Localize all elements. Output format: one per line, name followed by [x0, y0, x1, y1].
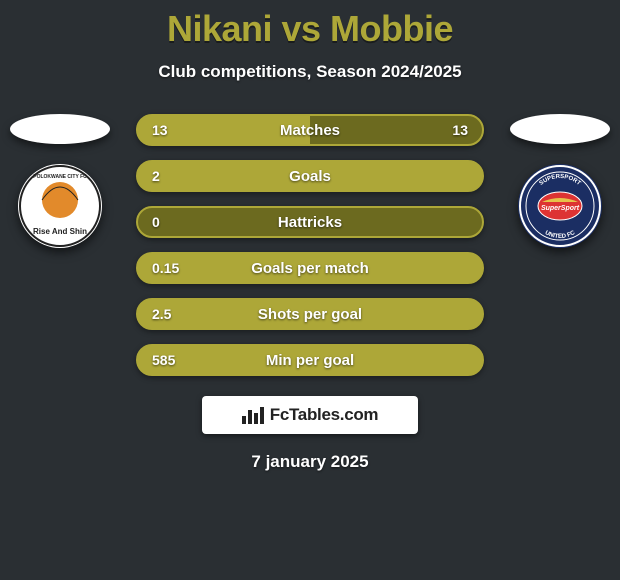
player-left: Rise And Shin POLOKWANE CITY FC — [10, 114, 110, 248]
arena: Rise And Shin POLOKWANE CITY FC SuperSpo… — [0, 114, 620, 376]
stat-value-left: 13 — [152, 122, 168, 138]
stat-row: 0Hattricks — [136, 206, 484, 238]
stat-row: 2Goals — [136, 160, 484, 192]
svg-text:POLOKWANE CITY FC: POLOKWANE CITY FC — [33, 174, 87, 180]
brand-badge[interactable]: FcTables.com — [202, 396, 418, 434]
avatar-right — [510, 114, 610, 144]
club-badge-left: Rise And Shin POLOKWANE CITY FC — [18, 164, 102, 248]
stat-row: 0.15Goals per match — [136, 252, 484, 284]
brand-text: FcTables.com — [270, 405, 379, 425]
stat-label: Min per goal — [138, 352, 482, 369]
stats-list: 13Matches13 2Goals 0Hattricks 0.15Goals per… — [136, 114, 484, 376]
page-title: Nikani vs Mobbie — [0, 8, 620, 50]
club-logo-right-icon: SuperSport SUPERSPORT UNITED FC — [518, 164, 602, 248]
avatar-left — [10, 114, 110, 144]
club-logo-left-icon: Rise And Shin POLOKWANE CITY FC — [18, 164, 102, 248]
stat-label: Hattricks — [138, 214, 482, 231]
svg-text:SuperSport: SuperSport — [541, 205, 580, 212]
stat-label: Goals per match — [138, 260, 482, 277]
stat-value-left: 0.15 — [152, 260, 179, 276]
bar-chart-icon — [242, 406, 264, 424]
player-right: SuperSport SUPERSPORT UNITED FC — [510, 114, 610, 248]
stat-row: 2.5Shots per goal — [136, 298, 484, 330]
date-label: 7 january 2025 — [0, 452, 620, 472]
stat-row: 13Matches13 — [136, 114, 484, 146]
stat-label: Goals — [138, 168, 482, 185]
stat-value-left: 585 — [152, 352, 175, 368]
svg-text:Rise And Shin: Rise And Shin — [33, 227, 87, 236]
stat-value-left: 2 — [152, 168, 160, 184]
club-badge-right: SuperSport SUPERSPORT UNITED FC — [518, 164, 602, 248]
stat-value-left: 0 — [152, 214, 160, 230]
comparison-card: Nikani vs Mobbie Club competitions, Seas… — [0, 0, 620, 472]
stat-row: 585Min per goal — [136, 344, 484, 376]
stat-label: Shots per goal — [138, 306, 482, 323]
stat-value-right: 13 — [452, 122, 468, 138]
brand-label: FcTables.com — [242, 405, 379, 425]
stat-label: Matches — [138, 122, 482, 139]
subtitle: Club competitions, Season 2024/2025 — [0, 62, 620, 82]
stat-value-left: 2.5 — [152, 306, 171, 322]
